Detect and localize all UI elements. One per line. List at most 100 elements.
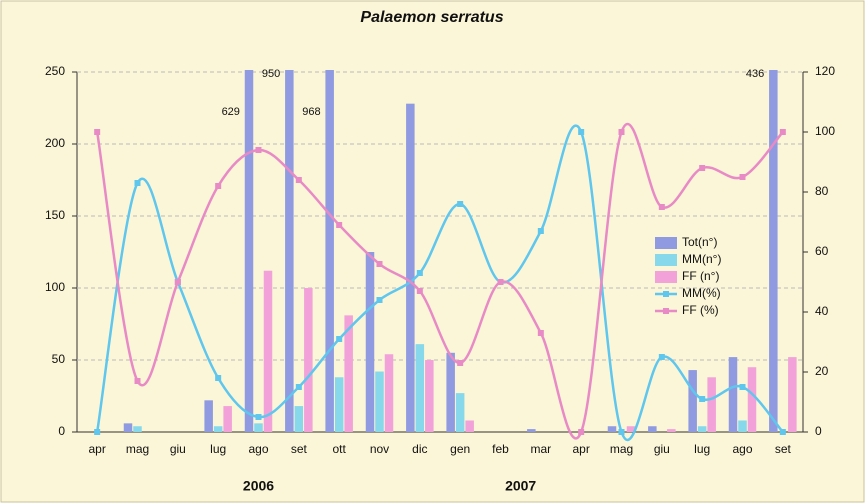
legend-label: MM(n°) <box>682 252 721 266</box>
point <box>336 336 343 342</box>
point <box>699 165 706 171</box>
plot-area <box>123 70 797 433</box>
legend-swatch <box>655 237 677 249</box>
point <box>255 147 262 153</box>
bar <box>406 103 415 433</box>
bar <box>325 70 334 433</box>
point <box>94 129 101 135</box>
bar <box>527 429 536 432</box>
x-tick-label: ago <box>732 442 752 456</box>
point <box>295 384 302 390</box>
x-tick-label: mar <box>530 442 551 456</box>
legend-marker <box>663 308 669 314</box>
data-label: 436 <box>746 68 764 80</box>
y2-tick-label: 0 <box>815 424 822 438</box>
bar <box>707 377 716 432</box>
y-tick-label: 250 <box>45 64 65 78</box>
point <box>336 222 343 228</box>
bar <box>607 426 617 432</box>
point <box>739 174 746 180</box>
y2-tick-label: 80 <box>815 184 829 198</box>
point <box>779 129 786 135</box>
point <box>215 183 222 189</box>
x-tick-label: gen <box>450 442 470 456</box>
point <box>94 429 101 435</box>
x-tick-label: set <box>775 442 792 456</box>
bar <box>204 400 213 432</box>
y-tick-label: 200 <box>45 136 65 150</box>
x-tick-label: apr <box>88 442 105 456</box>
x-tick-label: feb <box>492 442 509 456</box>
legend-label: Tot(n°) <box>682 235 717 249</box>
data-label: 950 <box>262 68 280 80</box>
point <box>658 354 665 360</box>
x-tick-label: nov <box>370 442 389 456</box>
x-tick-label: set <box>291 442 308 456</box>
x-tick-label: lug <box>210 442 226 456</box>
bar <box>384 354 394 432</box>
bar <box>747 367 757 432</box>
x-tick-label: apr <box>572 442 589 456</box>
legend-label: FF (n°) <box>682 269 719 283</box>
point <box>537 228 544 234</box>
y2-tick-label: 120 <box>815 64 835 78</box>
bar <box>788 357 797 432</box>
bar <box>425 360 434 432</box>
x-tick-label: mag <box>126 442 149 456</box>
x-tick-label: giu <box>170 442 186 456</box>
point <box>174 279 181 285</box>
bar <box>344 315 353 432</box>
point <box>215 375 222 381</box>
point <box>497 279 504 285</box>
point <box>739 384 746 390</box>
x-tick-label: giu <box>654 442 670 456</box>
point <box>578 429 585 435</box>
legend-swatch <box>655 271 677 283</box>
y2-tick-label: 40 <box>815 304 829 318</box>
point <box>134 180 141 186</box>
point <box>134 378 141 384</box>
legend-label: FF (%) <box>682 303 719 317</box>
y-tick-label: 100 <box>45 280 65 294</box>
bar <box>244 70 254 432</box>
y-tick-label: 150 <box>45 208 65 222</box>
year-label: 2006 <box>243 478 274 494</box>
bar <box>769 70 778 433</box>
point <box>699 396 706 402</box>
x-tick-label: ago <box>248 442 268 456</box>
bar <box>304 288 313 432</box>
bar <box>738 420 747 432</box>
chart-title: Palaemon serratus <box>360 9 503 26</box>
point <box>618 429 625 435</box>
y2-tick-label: 60 <box>815 244 829 258</box>
bar <box>334 377 344 432</box>
legend-swatch <box>655 254 677 266</box>
bar <box>365 252 375 432</box>
x-tick-label: ott <box>332 442 346 456</box>
point <box>416 288 423 294</box>
bar <box>375 371 384 432</box>
x-tick-label: mag <box>610 442 633 456</box>
y2-tick-label: 20 <box>815 364 829 378</box>
point <box>457 201 464 207</box>
bar <box>415 344 425 432</box>
bar <box>133 426 142 432</box>
point <box>376 261 383 267</box>
bar <box>697 426 707 432</box>
bar <box>728 357 738 432</box>
x-tick-label: dic <box>412 442 427 456</box>
bar <box>446 352 455 432</box>
point <box>295 177 302 183</box>
bar <box>455 393 465 432</box>
x-tick-label: lug <box>694 442 710 456</box>
bar <box>254 423 263 432</box>
point <box>779 429 786 435</box>
point <box>416 270 423 276</box>
point <box>457 360 464 366</box>
bar <box>626 426 636 432</box>
bar <box>688 370 697 432</box>
year-label: 2007 <box>505 478 536 494</box>
bar <box>648 426 657 432</box>
